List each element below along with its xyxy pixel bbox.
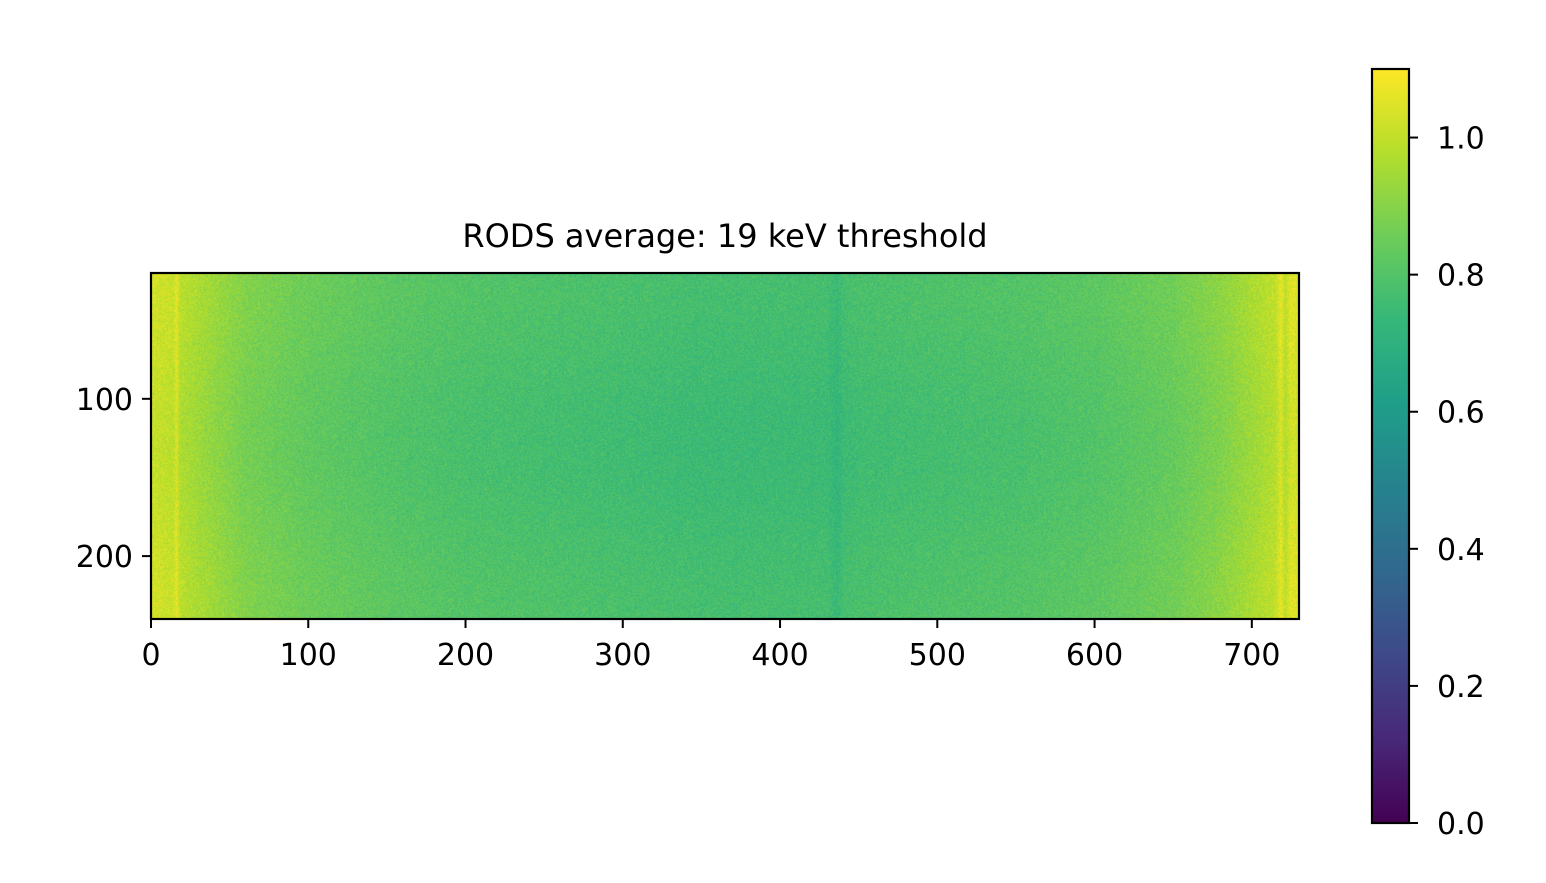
y-tick-label: 100 — [76, 383, 133, 418]
x-tick-label: 100 — [280, 638, 337, 673]
colorbar: 0.0 0.2 0.4 0.6 0.8 1.0 — [1370, 67, 1485, 842]
x-tick-label: 300 — [594, 638, 651, 673]
colorbar-tick-label: 0.2 — [1437, 670, 1485, 705]
x-tick-label: 400 — [751, 638, 808, 673]
x-tick-label: 200 — [437, 638, 494, 673]
x-tick-label: 0 — [141, 638, 160, 673]
x-tick-label: 700 — [1223, 638, 1280, 673]
colorbar-axis: 0.0 0.2 0.4 0.6 0.8 1.0 — [1409, 122, 1485, 842]
colorbar-frame — [1370, 67, 1411, 825]
heatmap-image — [151, 273, 1299, 619]
colorbar-tick-label: 0.6 — [1437, 396, 1485, 431]
plot-frame — [149, 271, 1301, 621]
x-axis: 0 100 200 300 400 500 600 700 — [141, 619, 1280, 673]
colorbar-tick-label: 0.0 — [1437, 807, 1485, 842]
colorbar-fill — [1372, 69, 1409, 823]
x-tick-label: 500 — [909, 638, 966, 673]
colorbar-tick-label: 0.8 — [1437, 259, 1485, 294]
heatmap-plot — [151, 273, 1299, 619]
chart-title: RODS average: 19 keV threshold — [462, 217, 987, 255]
y-axis: 100 200 — [76, 383, 151, 575]
colorbar-tick-label: 1.0 — [1437, 122, 1485, 157]
x-tick-label: 600 — [1066, 638, 1123, 673]
heatmap-image-frame — [151, 273, 1299, 619]
colorbar-tick-label: 0.4 — [1437, 533, 1485, 568]
y-tick-label: 200 — [76, 540, 133, 575]
